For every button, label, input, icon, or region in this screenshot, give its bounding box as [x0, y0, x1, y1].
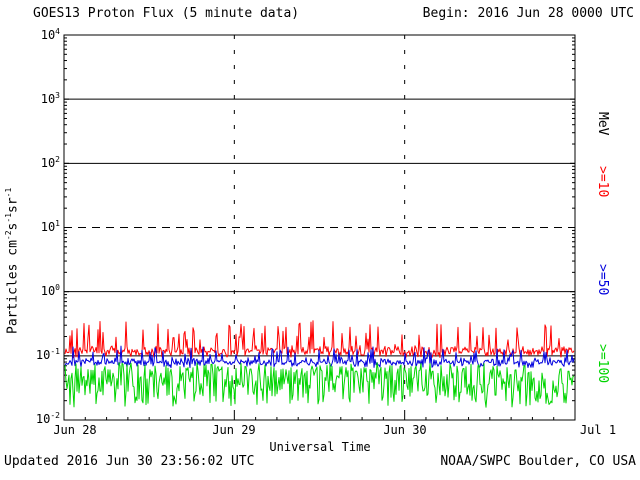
begin-timestamp: Begin: 2016 Jun 28 0000 UTC: [422, 6, 634, 21]
credit-label: NOAA/SWPC Boulder, CO USA: [440, 454, 636, 469]
x-tick-label: Jul 1: [579, 423, 617, 437]
series-label-ge100: >=100: [595, 344, 610, 384]
y-tick-label: 100: [40, 283, 60, 299]
y-tick-label: 104: [40, 27, 60, 43]
unit-label-mev: MeV: [595, 112, 610, 136]
x-tick-label: Jun 30: [383, 423, 427, 437]
x-axis-label: Universal Time: [269, 440, 371, 454]
y-tick-label: 10-1: [35, 347, 60, 363]
y-tick-label: 10-2: [35, 411, 60, 427]
chart-title: GOES13 Proton Flux (5 minute data): [33, 6, 300, 21]
trace-ge100: [64, 362, 575, 408]
series-label-ge10: >=10: [595, 166, 610, 198]
x-tick-label: Jun 29: [212, 423, 256, 437]
y-tick-label: 102: [40, 155, 60, 171]
y-axis-label: Particles cm-2s-1sr-1: [4, 187, 21, 334]
updated-timestamp: Updated 2016 Jun 30 23:56:02 UTC: [4, 454, 255, 469]
trace-ge50: [64, 345, 575, 369]
series-label-ge50: >=50: [595, 264, 610, 296]
plot-border: [63, 34, 576, 421]
x-tick-label: Jun 28: [53, 423, 97, 437]
y-tick-label: 103: [40, 91, 60, 107]
y-tick-label: 101: [40, 219, 60, 235]
